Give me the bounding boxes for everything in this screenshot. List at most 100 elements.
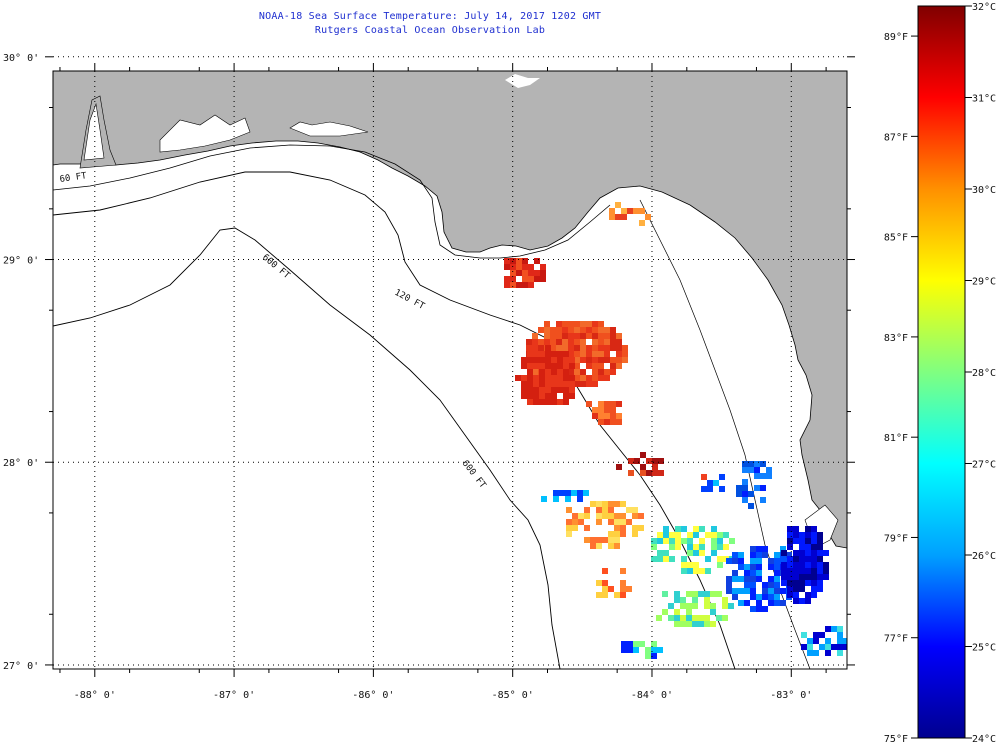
sst-pixel [680,603,686,609]
sst-pixel [732,576,738,582]
sst-pixel [580,351,586,357]
sst-pixel [780,546,786,552]
sst-pixel [551,357,557,363]
sst-pixel [687,568,693,574]
sst-pixel [544,327,550,333]
sst-pixel [592,357,598,363]
sst-pixel [699,538,705,544]
sst-pixel [569,387,575,393]
sst-pixel [732,594,738,600]
sst-pixel [521,381,527,387]
sst-pixel [626,586,632,592]
sst-pixel [569,363,575,369]
sst-pixel [805,562,811,568]
sst-pixel [787,556,793,562]
sst-pixel [592,375,598,381]
celsius-label: 32°C [972,2,996,13]
sst-pixel [738,552,744,558]
sst-pixel [620,501,626,507]
sst-pixel [656,615,662,621]
sst-pixel [774,582,780,588]
sst-pixel [711,538,717,544]
sst-pixel [586,363,592,369]
sst-pixel [781,550,787,556]
sst-pixel [527,399,533,405]
sst-pixel [574,357,580,363]
sst-pixel [716,591,722,597]
sst-pixel [662,591,668,597]
sst-pixel [799,598,805,604]
sst-pixel [616,333,622,339]
contour-shelf-edge [639,199,811,669]
sst-pixel [562,327,568,333]
sst-pixel [640,464,646,470]
sst-pixel [574,381,580,387]
sst-pixel [615,202,621,208]
sst-pixel [717,532,723,538]
sst-pixel [545,369,551,375]
sst-pixel [616,419,622,425]
sst-pixel [627,641,633,647]
sst-pixel [837,626,843,632]
sst-pixel [698,621,704,627]
sst-pixel [805,574,811,580]
sst-pixel [736,491,742,497]
sst-pixel [744,600,750,606]
sst-pixel [527,393,533,399]
sst-pixel [825,644,831,650]
sst-pixel [516,282,522,288]
sst-pixel [681,538,687,544]
sst-pixel [557,351,563,357]
sst-pixel [522,258,528,264]
sst-pixel [622,351,628,357]
sst-pixel [563,357,569,363]
sst-pixel [774,588,780,594]
sst-pixel [801,644,807,650]
sst-pixel [621,641,627,647]
sst-pixel [762,588,768,594]
sst-pixel [699,526,705,532]
sst-pixel [738,576,744,582]
sst-pixel [562,333,568,339]
sst-pixel [793,556,799,562]
sst-pixel [837,650,843,656]
sst-pixel [699,550,705,556]
sst-pixel [572,513,578,519]
sst-pixel [621,647,627,653]
sst-pixel [787,544,793,550]
sst-pixel [610,369,616,375]
sst-pixel [768,582,774,588]
sst-pixel [557,357,563,363]
sst-pixel [646,458,652,464]
sst-pixel [774,576,780,582]
sst-pixel [793,538,799,544]
sst-pixel [742,467,748,473]
sst-pixel [586,357,592,363]
sst-pixel [568,327,574,333]
sst-pixel [633,647,639,653]
sst-pixel [604,369,610,375]
sst-pixel [674,591,680,597]
sst-pixel [566,507,572,513]
sst-pixel [527,351,533,357]
sst-pixel [719,486,725,492]
sst-pixel [532,369,538,375]
fahrenheit-label: 89°F [884,32,908,43]
lon-tick-label: -85° 0' [492,690,534,701]
sst-pixel [574,351,580,357]
sst-pixel [532,351,538,357]
sst-pixel [574,321,580,327]
sst-pixel [566,531,572,537]
sst-pixel [756,558,762,564]
sst-pixel [674,597,680,603]
sst-pixel [551,393,557,399]
sst-pixel [693,550,699,556]
sst-pixel [602,537,608,543]
contour-label-60ft: 60 FT [59,171,88,185]
sst-pixel [817,562,823,568]
sst-pixel [680,597,686,603]
sst-pixel [645,653,651,659]
map-subtitle: Rutgers Coastal Ocean Observation Lab [314,25,546,36]
sst-pixel [817,586,823,592]
